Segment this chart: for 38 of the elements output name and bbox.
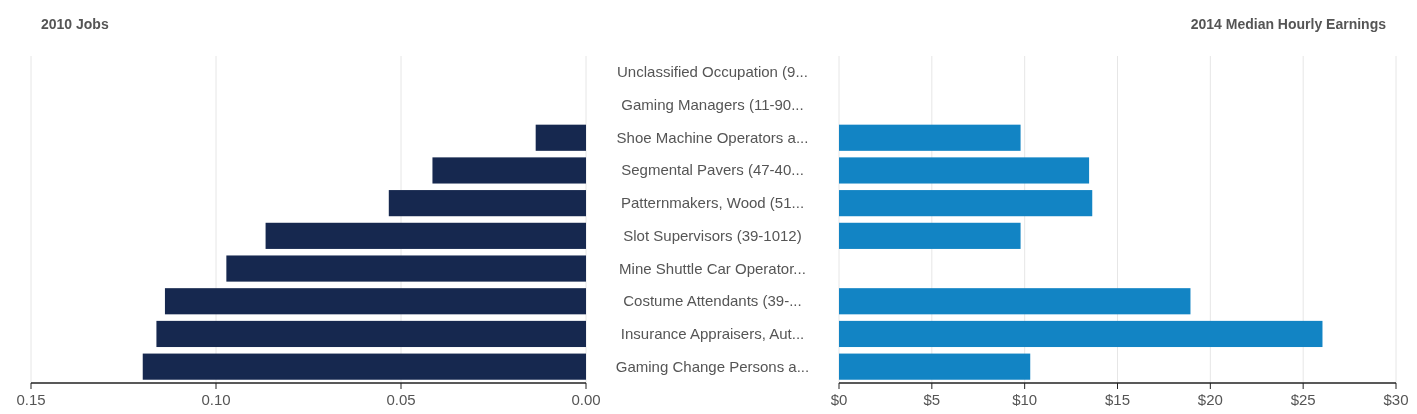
x-tick-label: 0.00: [571, 391, 601, 408]
x-tick-label: $30: [1383, 391, 1409, 408]
y-tick-label: Gaming Managers (11-90...: [621, 96, 804, 114]
chart-title: 2010 Jobs: [41, 16, 109, 32]
bar: [839, 288, 1191, 315]
y-tick-label: Segmental Pavers (47-40...: [621, 161, 804, 179]
bar: [839, 222, 1021, 249]
y-tick-label: Shoe Machine Operators a...: [616, 128, 809, 146]
x-tick-label: 0.15: [16, 391, 46, 408]
x-tick-label: $15: [1104, 391, 1131, 408]
x-tick-label: $25: [1290, 391, 1316, 408]
bar: [164, 288, 586, 315]
bar: [839, 320, 1323, 348]
x-tick-label: $0: [830, 391, 848, 408]
bar: [839, 157, 1090, 184]
y-tick-label: Patternmakers, Wood (51...: [620, 194, 805, 212]
bar: [226, 255, 586, 282]
bar: [535, 124, 586, 151]
bar: [388, 190, 586, 217]
y-tick-label: Costume Attendants (39-...: [623, 292, 802, 310]
bar: [839, 190, 1093, 217]
bar: [432, 157, 586, 184]
y-tick-label: Gaming Change Persons a...: [615, 357, 810, 375]
x-tick-label: 0.10: [201, 391, 231, 408]
bar: [142, 353, 586, 380]
bar: [839, 124, 1021, 151]
chart-title: 2014 Median Hourly Earnings: [1190, 16, 1387, 32]
y-tick-label: Slot Supervisors (39-1012): [623, 226, 802, 244]
bar: [156, 320, 586, 348]
bar: [265, 222, 586, 249]
y-tick-label: Insurance Appraisers, Aut...: [620, 324, 805, 342]
x-tick-label: 0.05: [386, 391, 416, 408]
x-tick-label: $5: [923, 391, 941, 408]
y-tick-label: Mine Shuttle Car Operator...: [619, 259, 806, 277]
bar: [839, 353, 1031, 380]
x-tick-label: $20: [1197, 391, 1223, 408]
x-tick-label: $10: [1012, 391, 1038, 408]
y-tick-label: Unclassified Occupation (9...: [617, 63, 808, 81]
